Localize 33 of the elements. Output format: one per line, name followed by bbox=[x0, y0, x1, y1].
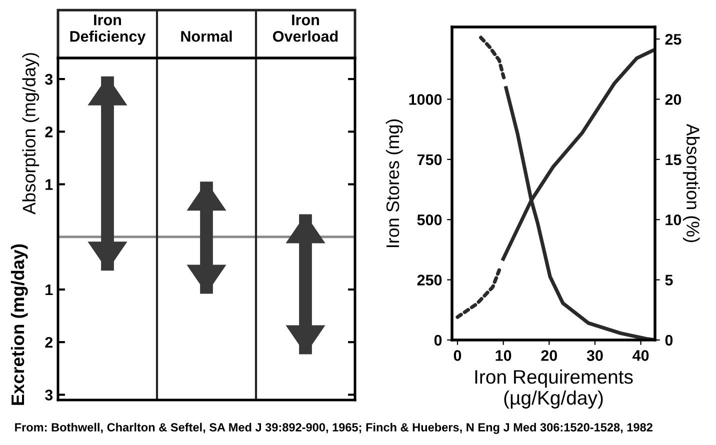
x-tick-label: Iron Overload bbox=[273, 14, 338, 42]
text: Excretion (mg/day) bbox=[10, 244, 28, 405]
x-tick-label: 0 bbox=[454, 350, 462, 361]
x-axis-title: Iron Requirements (µg/Kg/day) bbox=[475, 370, 633, 409]
y2-tick-label: 25 bbox=[665, 34, 682, 45]
y-tick-label: 1 bbox=[46, 179, 53, 190]
y2-tick-label: 20 bbox=[665, 94, 682, 105]
line-series bbox=[479, 36, 506, 80]
text: From: Bothwell, Charlton & Seftel, SA Med J 39:892-900, 1965; Finch & Huebers, N Eng J Med 306:1520-1528, 1982 bbox=[15, 422, 652, 434]
y-axis-title: Iron Stores (mg) bbox=[386, 119, 403, 248]
y2-tick-label: 0 bbox=[665, 334, 673, 346]
y-tick-label: 250 bbox=[417, 274, 442, 286]
x-tick-label: 40 bbox=[632, 350, 649, 361]
x-tick-label: 30 bbox=[586, 350, 603, 361]
y2-tick-label: 5 bbox=[665, 274, 673, 286]
y-tick-label: 1 bbox=[46, 284, 53, 296]
y-tick-label: 0 bbox=[434, 334, 442, 346]
y-tick-label: 1000 bbox=[409, 94, 442, 105]
y-tick-label: 2 bbox=[45, 126, 53, 138]
x-tick-label: Normal bbox=[181, 30, 232, 42]
y2-tick-label: 10 bbox=[666, 214, 682, 226]
y-tick-label: 750 bbox=[417, 154, 442, 166]
y-tick-label: 3 bbox=[44, 390, 53, 400]
x-tick-label: Iron Deficiency bbox=[70, 14, 146, 45]
y-tick-label: 500 bbox=[417, 214, 442, 226]
y-axis-title: Absorption (mg/day) bbox=[22, 53, 40, 214]
y2-tick-label: 15 bbox=[666, 154, 682, 166]
line-series bbox=[456, 268, 502, 319]
x-tick-label: 20 bbox=[541, 350, 558, 361]
y2-axis-title: Absorption (%) bbox=[682, 124, 700, 242]
y-tick-label: 2 bbox=[45, 336, 53, 348]
x-tick-label: 10 bbox=[496, 350, 512, 361]
y-tick-label: 3 bbox=[44, 74, 53, 85]
